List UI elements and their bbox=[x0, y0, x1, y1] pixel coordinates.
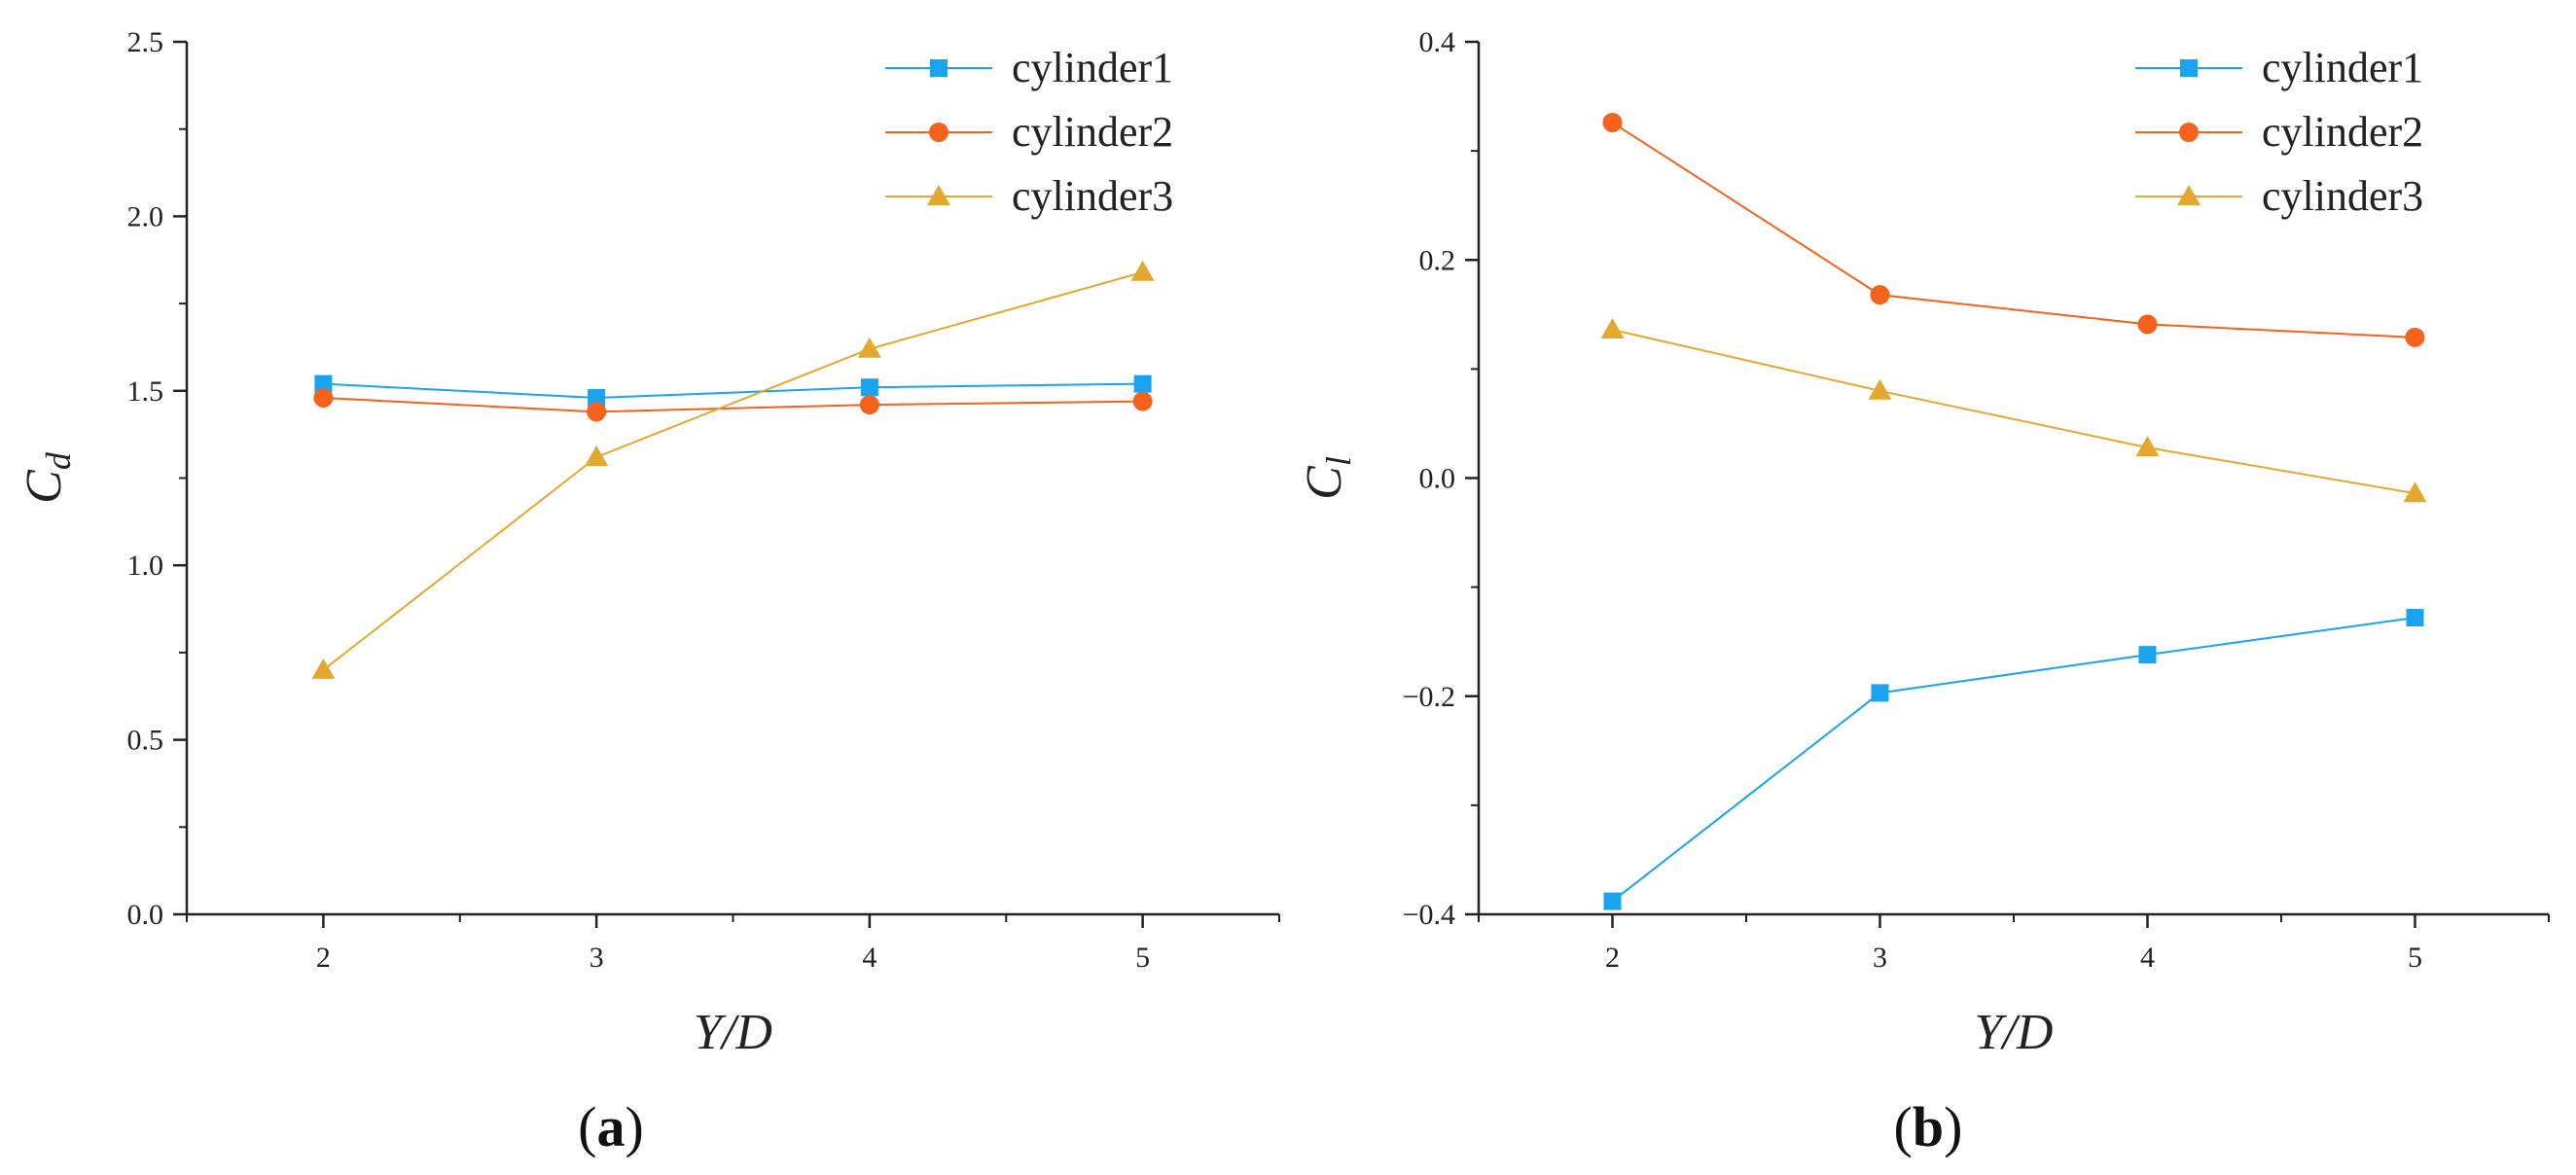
data-point-cylinder3 bbox=[311, 658, 336, 679]
x-tick-label: 2 bbox=[1605, 942, 1620, 974]
legend-marker-cylinder3 bbox=[2177, 185, 2200, 205]
y-axis-title: Cd bbox=[17, 451, 78, 504]
y-tick-label: 0.2 bbox=[1419, 244, 1456, 276]
data-point-cylinder1 bbox=[1133, 374, 1152, 393]
data-point-cylinder1 bbox=[314, 374, 333, 393]
y-tick-label: 1.5 bbox=[127, 375, 164, 408]
data-point-cylinder3 bbox=[1868, 378, 1892, 400]
data-point-cylinder2 bbox=[587, 402, 607, 422]
data-point-cylinder1 bbox=[1603, 892, 1622, 910]
data-point-cylinder2 bbox=[1870, 285, 1890, 305]
y-axis-title-subscript: d bbox=[39, 451, 78, 470]
series-line-cylinder2 bbox=[1611, 122, 2415, 338]
data-point-cylinder2 bbox=[2405, 327, 2425, 347]
legend-label-cylinder3: cylinder3 bbox=[1012, 172, 1173, 220]
series-line-cylinder3 bbox=[1612, 329, 2415, 495]
y-axis-title: Cl bbox=[1297, 456, 1358, 500]
series-line-cylinder1 bbox=[1611, 617, 2415, 903]
panel-label-b: (b) bbox=[1894, 1095, 1963, 1158]
legend-label-cylinder1: cylinder1 bbox=[2262, 44, 2423, 91]
y-axis-title-subscript: l bbox=[1319, 456, 1358, 466]
legend-marker-cylinder2 bbox=[2179, 123, 2199, 142]
y-tick-label: 2.0 bbox=[127, 200, 164, 232]
legend-marker-cylinder1 bbox=[2180, 59, 2198, 77]
y-axis-title-base: C bbox=[17, 469, 72, 504]
y-tick-label: 0.0 bbox=[127, 899, 164, 931]
data-point-cylinder2 bbox=[859, 395, 879, 415]
x-tick-label: 3 bbox=[1873, 942, 1887, 974]
data-point-cylinder3 bbox=[1600, 318, 1625, 339]
series-line-cylinder1 bbox=[323, 382, 1143, 399]
x-axis-title: Y/D bbox=[694, 1005, 772, 1060]
data-point-cylinder2 bbox=[1132, 391, 1153, 411]
panel-label-b-letter: b bbox=[1913, 1095, 1944, 1158]
x-tick-label: 4 bbox=[2140, 942, 2155, 974]
y-tick-label: 0.5 bbox=[127, 725, 164, 757]
y-tick-label: −0.2 bbox=[1403, 681, 1455, 713]
data-point-cylinder1 bbox=[860, 378, 878, 397]
panel-a-chart: 0.0 0.5 1.0 1.5 2.0 2.5 2 3 4 5 Y/D Cd cylinder1 cyli… bbox=[17, 26, 1280, 1060]
x-tick-label: 4 bbox=[862, 942, 877, 974]
data-point-cylinder3 bbox=[857, 337, 881, 358]
legend-label-cylinder2: cylinder2 bbox=[2262, 108, 2423, 156]
data-point-cylinder1 bbox=[2138, 646, 2157, 664]
panel-label-a-letter: a bbox=[597, 1095, 626, 1158]
series-line-cylinder2 bbox=[323, 396, 1143, 413]
data-point-cylinder3 bbox=[2403, 481, 2427, 503]
legend-marker-cylinder1 bbox=[930, 59, 948, 77]
data-point-cylinder3 bbox=[2135, 436, 2160, 457]
data-point-cylinder2 bbox=[313, 387, 334, 408]
data-point-cylinder1 bbox=[588, 388, 606, 407]
x-tick-label: 2 bbox=[316, 942, 331, 974]
legend-label-cylinder2: cylinder2 bbox=[1012, 108, 1173, 156]
x-tick-label: 5 bbox=[1135, 942, 1150, 974]
y-tick-label: 2.5 bbox=[127, 26, 164, 58]
data-point-cylinder3 bbox=[1130, 260, 1155, 281]
legend-marker-cylinder2 bbox=[929, 123, 948, 142]
x-tick-label: 5 bbox=[2408, 942, 2422, 974]
y-tick-label: 0.4 bbox=[1419, 26, 1456, 58]
legend-label-cylinder3: cylinder3 bbox=[2262, 172, 2423, 220]
y-axis-title-base: C bbox=[1297, 465, 1352, 500]
data-point-cylinder1 bbox=[2406, 609, 2424, 627]
data-point-cylinder1 bbox=[1871, 684, 1889, 702]
y-tick-label: −0.4 bbox=[1403, 899, 1455, 931]
x-tick-label: 3 bbox=[590, 942, 604, 974]
data-point-cylinder2 bbox=[2137, 314, 2158, 335]
panel-label-a: (a) bbox=[578, 1095, 644, 1158]
x-axis-title: Y/D bbox=[1975, 1005, 2054, 1060]
series-line-cylinder3 bbox=[322, 270, 1143, 671]
data-point-cylinder2 bbox=[1602, 112, 1623, 132]
legend-label-cylinder1: cylinder1 bbox=[1012, 44, 1173, 91]
data-point-cylinder3 bbox=[585, 445, 609, 466]
legend-marker-cylinder3 bbox=[927, 185, 950, 205]
y-tick-label: 1.0 bbox=[127, 550, 164, 582]
y-tick-label: 0.0 bbox=[1419, 463, 1456, 495]
panel-b-chart: −0.4 −0.2 0.0 0.2 0.4 2 3 4 5 Y/D Cl cylinder1 cylin… bbox=[1297, 26, 2550, 1060]
